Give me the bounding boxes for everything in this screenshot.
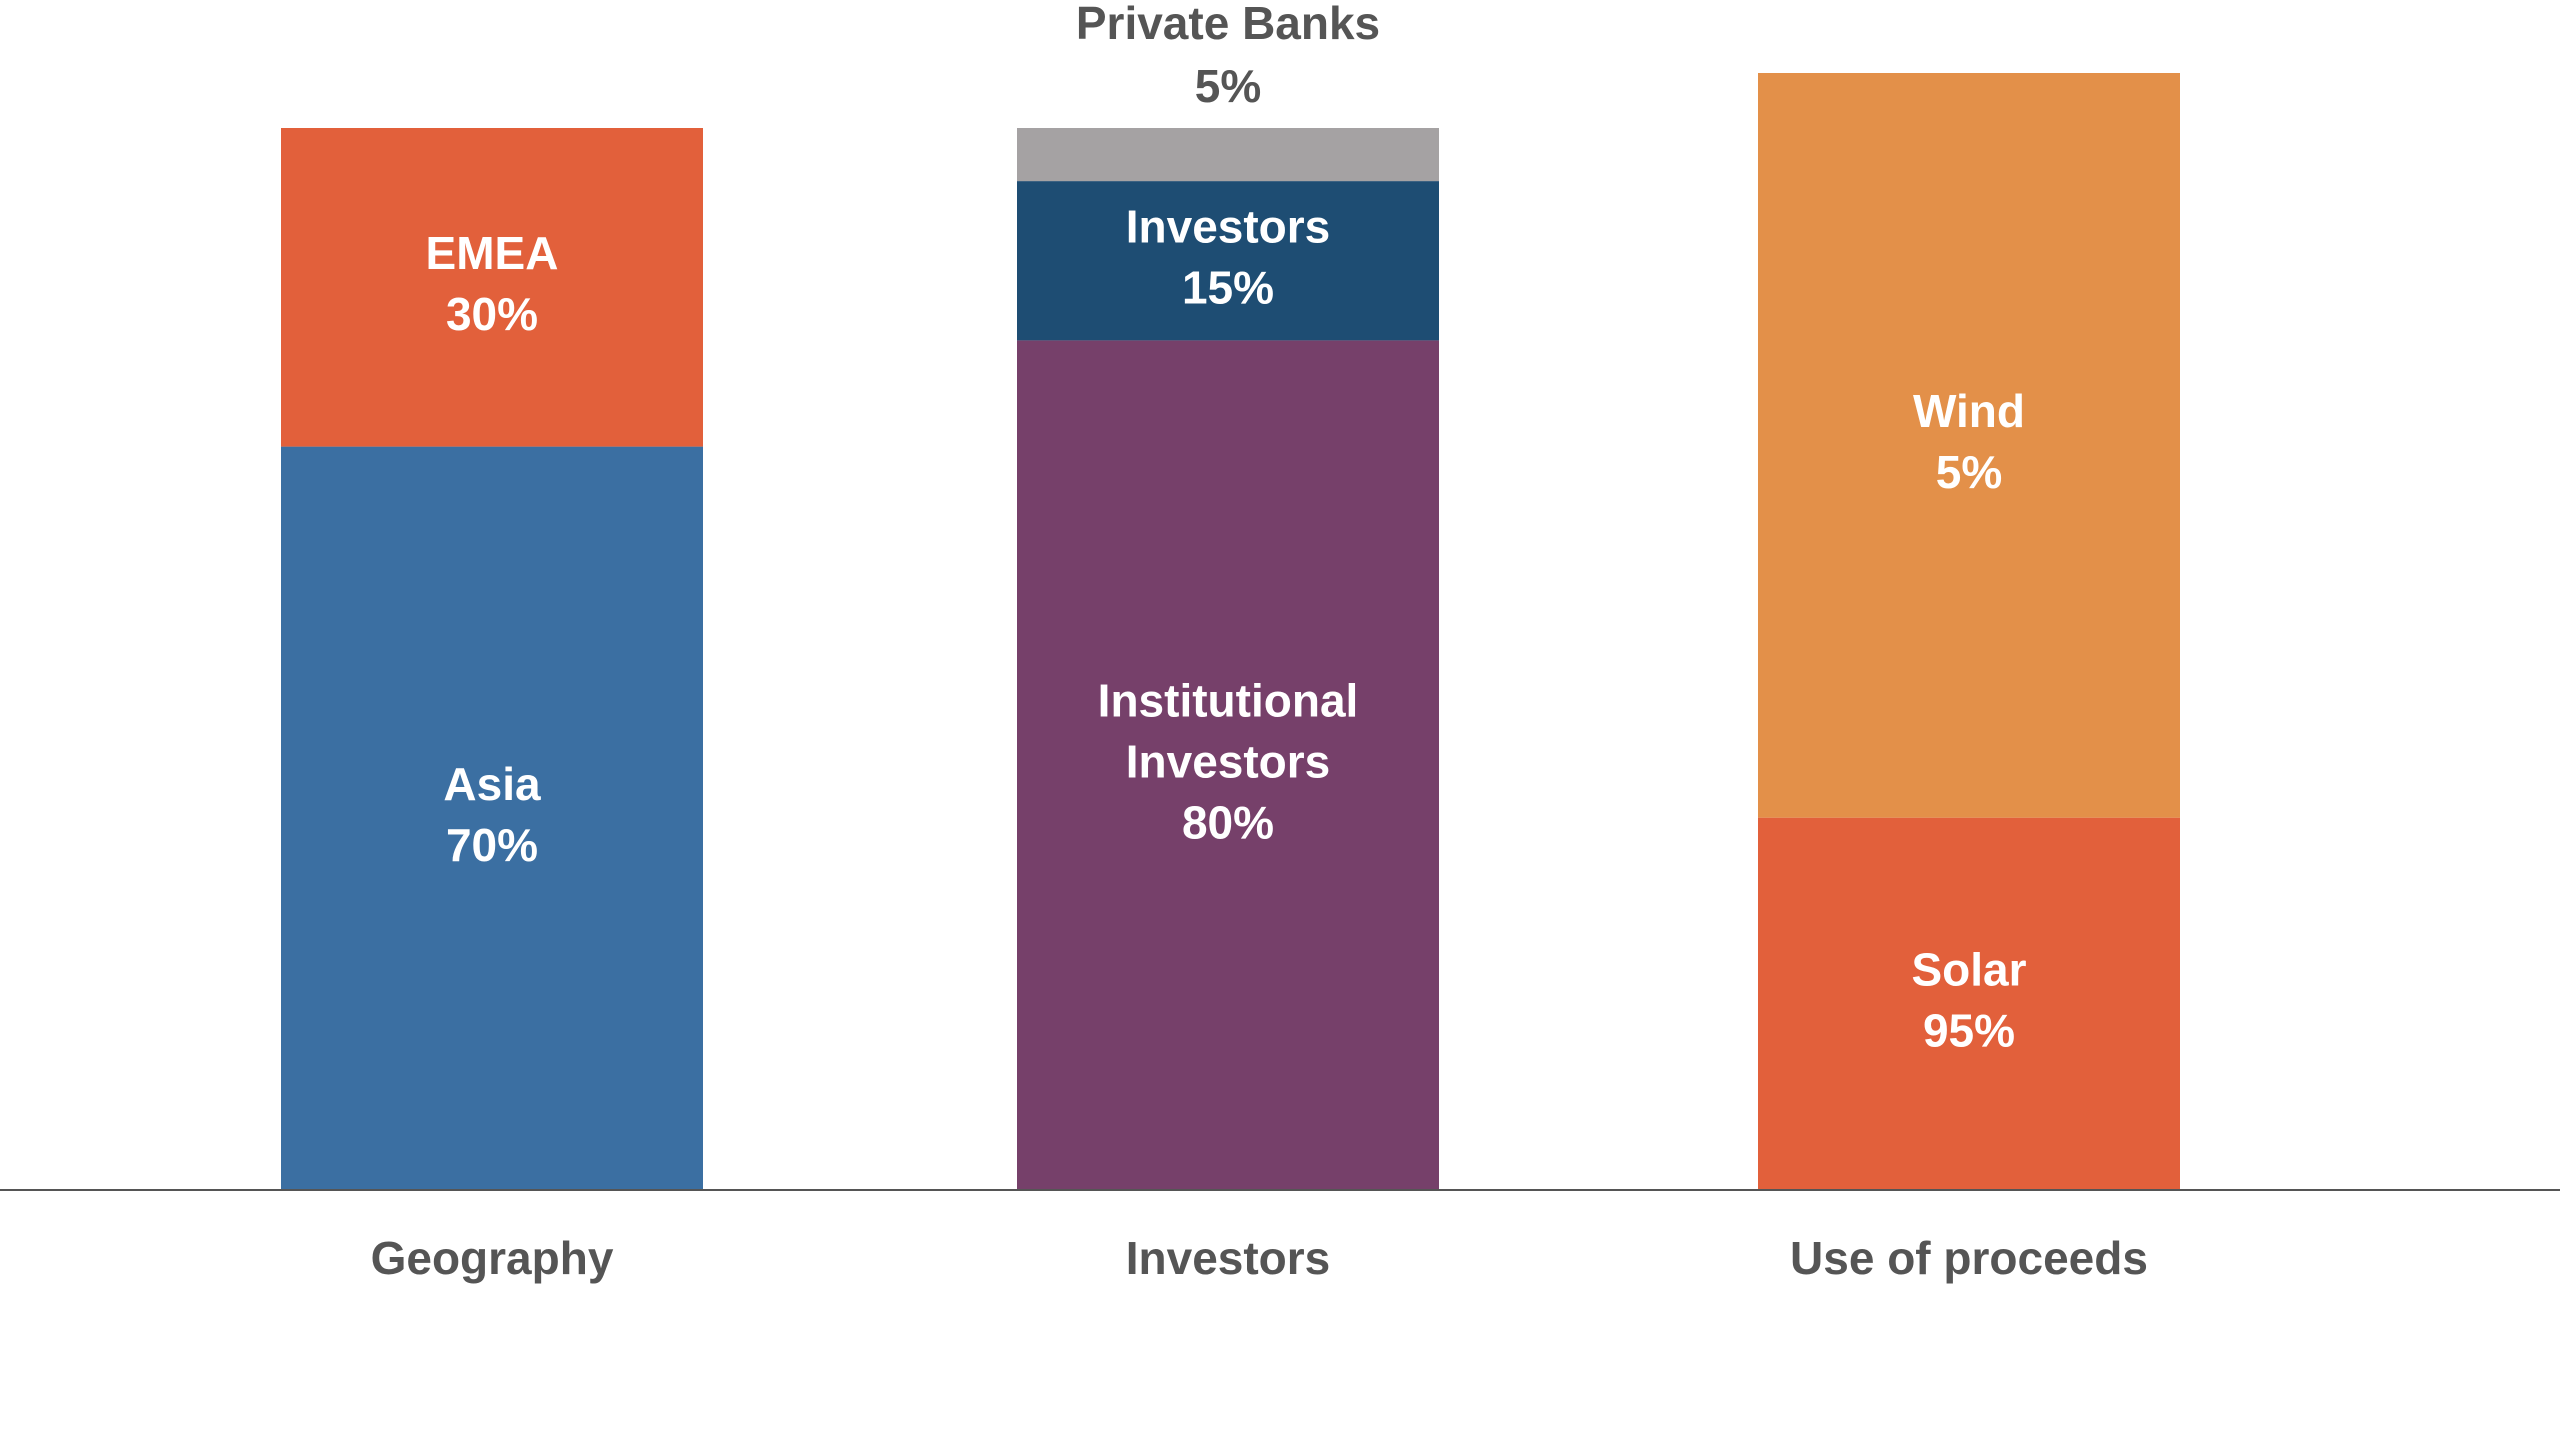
bar-segment-use-of-proceeds-solar bbox=[1758, 817, 2180, 1190]
segment-name-investors: Investors bbox=[1126, 200, 1331, 252]
segment-name-asia: Asia bbox=[443, 758, 541, 810]
category-label-investors: Investors bbox=[1126, 1232, 1331, 1284]
segment-value-solar: 95% bbox=[1923, 1004, 2015, 1056]
bar-segment-geography-emea bbox=[281, 128, 703, 447]
segment-value-wind: 5% bbox=[1936, 446, 2002, 498]
segment-name-wind: Wind bbox=[1913, 385, 2025, 437]
category-label-geography: Geography bbox=[371, 1232, 614, 1284]
segment-name-institutional-investors-line-2: Investors bbox=[1126, 735, 1331, 787]
segment-value-emea: 30% bbox=[446, 288, 538, 340]
bar-segment-investors-private-banks bbox=[1017, 128, 1439, 182]
segment-name-solar: Solar bbox=[1911, 943, 2026, 995]
bar-segment-investors-investors bbox=[1017, 181, 1439, 341]
bar-segment-use-of-proceeds-wind bbox=[1758, 73, 2180, 818]
segment-value-private-banks: 5% bbox=[1195, 60, 1261, 112]
bar-segment-investors-institutional-investors bbox=[1017, 340, 1439, 1190]
bar-segment-geography-asia bbox=[281, 446, 703, 1191]
segment-value-institutional-investors: 80% bbox=[1182, 796, 1274, 848]
segment-value-investors: 15% bbox=[1182, 261, 1274, 313]
segment-value-asia: 70% bbox=[446, 819, 538, 871]
labels-group: Asia 70% EMEA 30% Geography Institutional Inve… bbox=[371, 0, 2148, 1284]
segment-name-institutional-investors-line-1: Institutional bbox=[1098, 674, 1359, 726]
bars-group bbox=[281, 73, 2180, 1191]
segment-name-emea: EMEA bbox=[426, 227, 559, 279]
category-label-use-of-proceeds: Use of proceeds bbox=[1790, 1232, 2148, 1284]
segment-name-private-banks: Private Banks bbox=[1076, 0, 1380, 49]
